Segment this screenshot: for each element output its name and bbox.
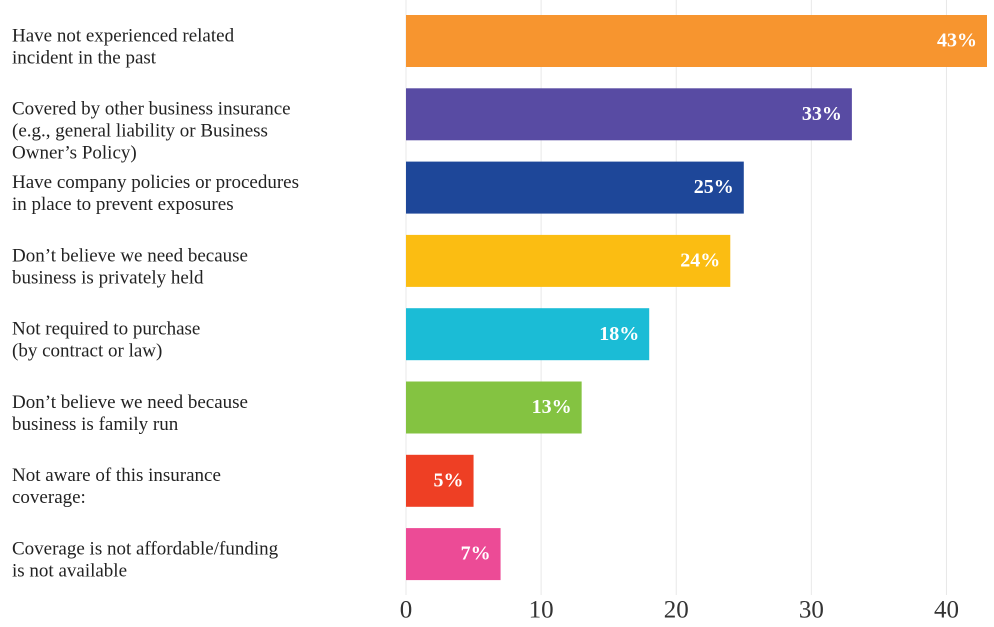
category-label: (e.g., general liability or Business xyxy=(12,121,268,142)
category-label: Don’t believe we need because xyxy=(12,245,248,266)
category-label: Have company policies or procedures xyxy=(12,172,299,193)
bar xyxy=(406,88,852,141)
value-label: 25% xyxy=(694,176,734,198)
bar xyxy=(406,381,582,434)
category-label: Covered by other business insurance xyxy=(12,99,291,120)
value-label: 18% xyxy=(599,323,639,345)
bar xyxy=(406,161,744,214)
category-label: Not required to purchase xyxy=(12,319,200,340)
x-tick-label: 10 xyxy=(529,597,554,624)
bar xyxy=(406,454,474,507)
category-label: Not aware of this insurance xyxy=(12,465,221,486)
value-label: 7% xyxy=(461,543,491,565)
bar xyxy=(406,308,650,361)
category-label: is not available xyxy=(12,560,127,581)
value-label: 43% xyxy=(937,30,977,52)
category-label: business is privately held xyxy=(12,267,204,288)
category-label: in place to prevent exposures xyxy=(12,194,234,215)
category-label: Don’t believe we need because xyxy=(12,392,248,413)
category-label: Owner’s Policy) xyxy=(12,143,137,164)
category-label: (by contract or law) xyxy=(12,341,162,362)
value-label: 24% xyxy=(680,249,720,271)
bar xyxy=(406,528,501,581)
x-tick-label: 20 xyxy=(664,597,689,624)
category-label: coverage: xyxy=(12,487,86,508)
value-label: 33% xyxy=(802,103,842,125)
category-label: incident in the past xyxy=(12,47,157,68)
value-label: 13% xyxy=(532,396,572,418)
value-label: 5% xyxy=(434,469,464,491)
x-tick-label: 0 xyxy=(400,597,413,624)
category-label: Coverage is not affordable/funding xyxy=(12,538,279,559)
x-tick-label: 30 xyxy=(799,597,824,624)
x-tick-label: 40 xyxy=(934,597,959,624)
category-label: Have not experienced related xyxy=(12,25,235,46)
category-label: business is family run xyxy=(12,414,179,435)
bar xyxy=(406,15,987,67)
bar xyxy=(406,234,731,287)
